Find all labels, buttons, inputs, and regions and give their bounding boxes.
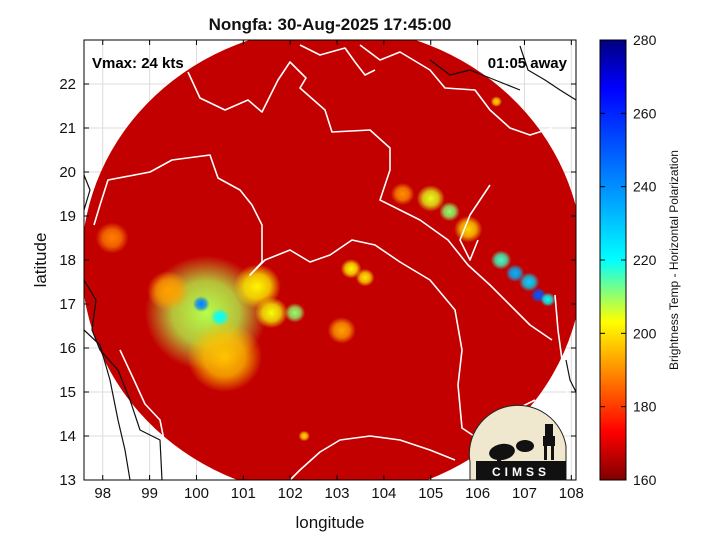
colorbar-tick-label: 160 xyxy=(633,472,657,488)
colorbar-tick-label: 200 xyxy=(633,325,657,341)
x-tick-label: 103 xyxy=(325,485,350,502)
colorbar-tick-label: 220 xyxy=(633,252,657,268)
y-tick-label: 17 xyxy=(59,296,76,313)
colorbar-tick-label: 180 xyxy=(633,399,657,415)
cold-feature xyxy=(255,297,288,329)
y-tick-label: 15 xyxy=(59,384,76,401)
coastline xyxy=(84,174,91,211)
x-tick-label: 101 xyxy=(231,485,256,502)
border-line xyxy=(93,154,536,441)
border-line xyxy=(187,61,553,341)
x-tick-label: 107 xyxy=(512,485,537,502)
coastline xyxy=(84,279,163,480)
coastline xyxy=(429,59,521,91)
logo-text: CIMSS xyxy=(492,465,550,479)
x-tick-label: 98 xyxy=(94,485,111,502)
coastline xyxy=(565,359,576,393)
cold-feature xyxy=(355,268,375,287)
y-tick-label: 16 xyxy=(59,340,76,357)
y-tick-label: 13 xyxy=(59,472,76,489)
cold-feature xyxy=(192,296,210,312)
x-tick-label: 102 xyxy=(278,485,303,502)
x-axis-ticks: 98 99 100 101 102 103 104 105 106 107 108 xyxy=(94,40,584,502)
y-tick-label: 22 xyxy=(59,76,76,93)
cold-feature xyxy=(340,259,362,279)
cimss-logo: CIMSS xyxy=(468,404,567,481)
colorbar-tick-label: 280 xyxy=(633,32,657,48)
x-tick-label: 108 xyxy=(559,485,584,502)
x-tick-label: 100 xyxy=(184,485,209,502)
colorbar-ticks: 160 180 200 220 240 260 280 xyxy=(600,32,657,488)
cold-cloud-features xyxy=(95,96,556,442)
country-borders xyxy=(84,44,576,480)
coastline xyxy=(84,329,131,480)
border-line xyxy=(299,44,376,76)
chart-title: Nongfa: 30-Aug-2025 17:45:00 xyxy=(209,15,452,34)
border-line xyxy=(359,44,553,136)
cold-feature xyxy=(284,303,306,323)
y-tick-label: 21 xyxy=(59,120,76,137)
cold-feature xyxy=(187,321,263,392)
cold-feature xyxy=(390,183,415,205)
brightness-temp-swath xyxy=(84,40,576,480)
plot-area xyxy=(84,40,576,480)
y-tick-label: 20 xyxy=(59,164,76,181)
x-axis-label: longitude xyxy=(295,513,364,532)
colorbar: 160 180 200 220 240 260 280 Brightness Temp - … xyxy=(599,32,681,488)
cold-feature xyxy=(505,264,525,283)
cold-feature xyxy=(298,430,310,442)
x-tick-label: 105 xyxy=(418,485,443,502)
cold-feature xyxy=(518,272,540,292)
colorbar-label: Brightness Temp - Horizontal Polarizatio… xyxy=(667,150,681,370)
border-line xyxy=(554,294,569,401)
border-line xyxy=(119,349,165,480)
border-line xyxy=(459,184,491,261)
cold-feature xyxy=(233,264,281,309)
y-axis-ticks: 13 14 15 16 17 18 19 20 21 22 xyxy=(59,76,576,489)
cold-feature xyxy=(439,201,460,222)
y-axis-label: latitude xyxy=(31,233,50,288)
cold-feature xyxy=(147,271,190,311)
x-tick-label: 106 xyxy=(465,485,490,502)
cold-feature xyxy=(490,250,512,270)
coastline xyxy=(519,45,576,101)
cold-feature xyxy=(327,317,356,344)
cold-feature xyxy=(95,222,129,254)
cold-feature xyxy=(490,96,502,107)
colorbar-tick-label: 240 xyxy=(633,179,657,195)
cold-feature xyxy=(416,185,445,212)
colorbar-tick-label: 260 xyxy=(633,105,657,121)
x-tick-label: 99 xyxy=(141,485,158,502)
border-line xyxy=(289,435,456,480)
vmax-annotation: Vmax: 24 kts xyxy=(92,55,184,72)
time-away-annotation: 01:05 away xyxy=(488,55,568,72)
x-tick-label: 104 xyxy=(371,485,396,502)
cold-feature xyxy=(540,292,556,307)
y-tick-label: 14 xyxy=(59,428,76,445)
y-tick-label: 19 xyxy=(59,208,76,225)
y-tick-label: 18 xyxy=(59,252,76,269)
